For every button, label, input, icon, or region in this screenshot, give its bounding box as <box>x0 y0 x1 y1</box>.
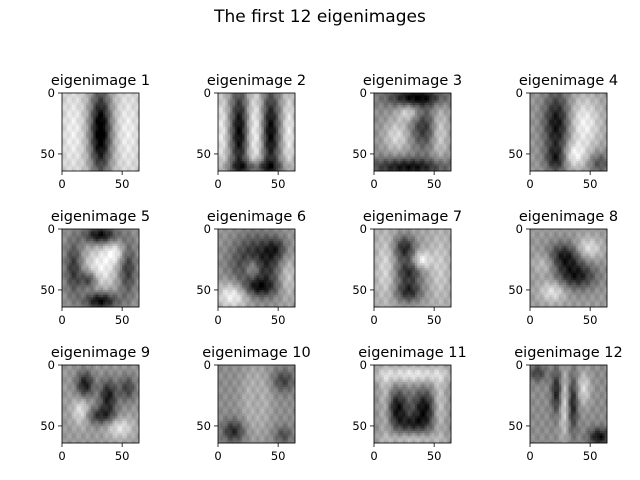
x-tick-label: 50 <box>427 449 442 463</box>
eigenimage <box>374 229 452 308</box>
x-tick-label: 0 <box>526 449 533 463</box>
y-tick-label: 50 <box>40 283 55 297</box>
panel-title: eigenimage 3 <box>363 73 462 89</box>
x-tick-label: 50 <box>427 177 442 191</box>
y-tick-label: 50 <box>196 419 211 433</box>
x-tick-label: 0 <box>58 177 65 191</box>
panel-title: eigenimage 6 <box>207 209 306 225</box>
axes-frame <box>61 228 140 308</box>
y-tick-label: 50 <box>40 419 55 433</box>
x-tick-label: 0 <box>370 313 377 327</box>
x-tick-label: 0 <box>214 313 221 327</box>
y-tick-label: 50 <box>40 147 55 161</box>
x-tick-label: 0 <box>214 177 221 191</box>
panel-title: eigenimage 8 <box>519 209 618 225</box>
eigenimage <box>374 93 452 172</box>
y-tick-label: 50 <box>196 283 211 297</box>
panel-title: eigenimage 2 <box>207 73 306 89</box>
y-tick-label: 0 <box>516 358 523 372</box>
y-tick-label: 50 <box>352 283 367 297</box>
y-tick-label: 50 <box>508 283 523 297</box>
y-tick-label: 0 <box>204 358 211 372</box>
y-tick-label: 0 <box>516 86 523 100</box>
panel-title: eigenimage 10 <box>202 345 311 361</box>
y-tick-label: 0 <box>516 222 523 236</box>
x-tick-label: 50 <box>583 313 598 327</box>
panel-title: eigenimage 9 <box>51 345 150 361</box>
y-tick-label: 0 <box>360 222 367 236</box>
y-tick-label: 50 <box>508 419 523 433</box>
x-tick-label: 50 <box>271 313 286 327</box>
figure-title: The first 12 eigenimages <box>214 7 426 27</box>
x-tick-label: 0 <box>370 177 377 191</box>
x-tick-label: 50 <box>115 313 130 327</box>
eigenimage <box>218 229 296 308</box>
y-tick-label: 0 <box>204 86 211 100</box>
x-tick-label: 0 <box>526 177 533 191</box>
x-tick-label: 0 <box>214 449 221 463</box>
y-tick-label: 50 <box>352 147 367 161</box>
y-tick-label: 0 <box>48 358 55 372</box>
axes-frame <box>217 364 296 444</box>
x-tick-label: 0 <box>370 449 377 463</box>
x-tick-label: 0 <box>58 313 65 327</box>
x-tick-label: 0 <box>526 313 533 327</box>
axes-frame <box>529 364 608 444</box>
x-tick-label: 50 <box>271 449 286 463</box>
axes-frame <box>373 364 452 444</box>
eigenimage <box>374 365 452 444</box>
y-tick-label: 0 <box>360 86 367 100</box>
axes-frame <box>61 364 140 444</box>
axes-frame <box>217 92 296 172</box>
eigenimage <box>530 229 608 308</box>
x-tick-label: 50 <box>115 449 130 463</box>
eigenimage <box>530 365 608 444</box>
y-tick-label: 50 <box>196 147 211 161</box>
eigenimage <box>62 93 140 172</box>
y-tick-label: 0 <box>48 86 55 100</box>
x-tick-label: 50 <box>583 177 598 191</box>
y-tick-label: 0 <box>360 358 367 372</box>
eigenimage <box>62 365 140 444</box>
x-tick-label: 50 <box>427 313 442 327</box>
axes-frame <box>217 228 296 308</box>
panel-title: eigenimage 5 <box>51 209 150 225</box>
eigenimage <box>218 93 296 172</box>
panel-title: eigenimage 1 <box>51 73 150 89</box>
x-tick-label: 50 <box>115 177 130 191</box>
axes-frame <box>529 228 608 308</box>
y-tick-label: 0 <box>204 222 211 236</box>
x-tick-label: 0 <box>58 449 65 463</box>
y-tick-label: 50 <box>352 419 367 433</box>
axes-frame <box>373 92 452 172</box>
panel-title: eigenimage 7 <box>363 209 462 225</box>
x-tick-label: 50 <box>583 449 598 463</box>
x-tick-label: 50 <box>271 177 286 191</box>
axes-frame <box>529 92 608 172</box>
axes-frame <box>61 92 140 172</box>
eigenimage <box>530 93 608 172</box>
eigenimage <box>62 229 140 308</box>
panel-title: eigenimage 11 <box>358 345 467 361</box>
panel-title: eigenimage 12 <box>514 345 623 361</box>
panel-title: eigenimage 4 <box>519 73 618 89</box>
y-tick-label: 0 <box>48 222 55 236</box>
eigenimage <box>218 365 296 444</box>
y-tick-label: 50 <box>508 147 523 161</box>
axes-frame <box>373 228 452 308</box>
